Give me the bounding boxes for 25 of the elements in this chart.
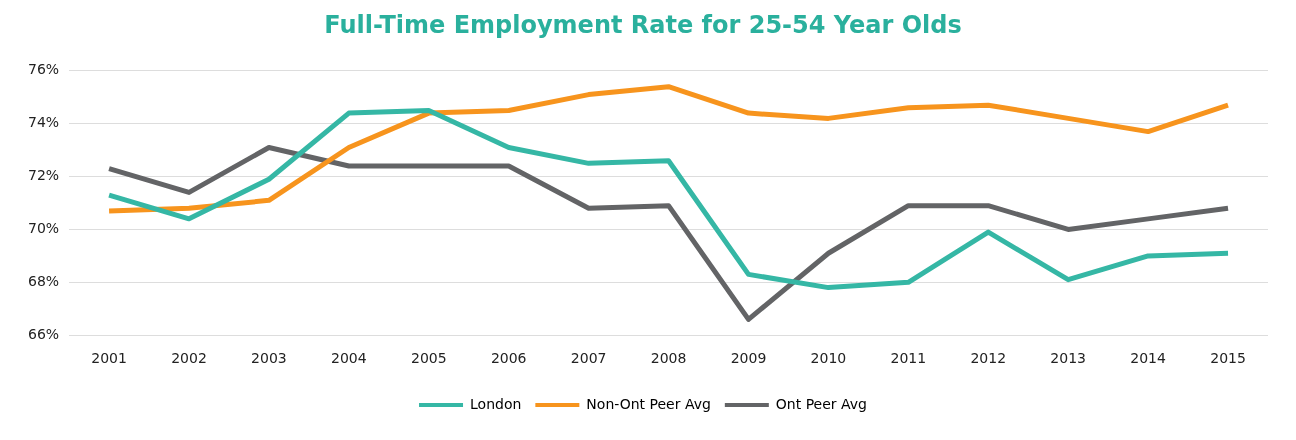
y-tick-label: 76%: [27, 61, 60, 78]
legend-label: London: [470, 395, 522, 412]
x-tick-label: 2013: [1050, 350, 1087, 367]
x-tick-label: 2015: [1210, 350, 1246, 367]
legend-label: Ont Peer Avg: [775, 395, 867, 412]
x-tick-label: 2002: [171, 350, 207, 367]
x-tick-label: 2011: [890, 350, 927, 367]
x-tick-label: 2014: [1130, 350, 1167, 367]
x-tick-label: 2006: [490, 350, 527, 367]
y-tick-label: 72%: [27, 167, 60, 184]
x-tick-label: 2003: [251, 350, 287, 367]
x-tick-label: 2009: [730, 350, 767, 367]
x-tick-label: 2004: [331, 350, 367, 367]
legend-label: Non-Ont Peer Avg: [586, 395, 711, 412]
x-tick-label: 2001: [91, 350, 127, 367]
y-tick-label: 66%: [27, 325, 60, 342]
x-tick-label: 2005: [410, 350, 447, 367]
y-tick-label: 74%: [27, 114, 60, 131]
x-tick-label: 2010: [810, 350, 847, 367]
y-tick-label: 70%: [27, 220, 60, 237]
y-tick-label: 68%: [27, 272, 60, 289]
chart-title: Full-Time Employment Rate for 25-54 Year Olds: [324, 10, 962, 39]
x-tick-label: 2007: [570, 350, 607, 367]
x-tick-label: 2012: [970, 350, 1007, 367]
x-tick-label: 2008: [650, 350, 687, 367]
